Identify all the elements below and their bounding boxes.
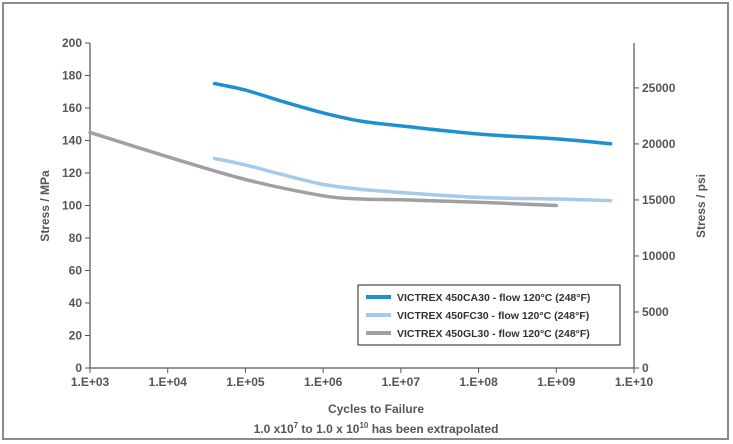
x-axis-title: Cycles to Failure	[328, 402, 424, 416]
legend-box	[357, 284, 621, 346]
y-right-tick-label: 10000	[642, 249, 676, 263]
y-left-tick-label: 140	[62, 134, 82, 148]
y-right-tick-label: 0	[642, 361, 649, 375]
series-line-450ca30	[212, 81, 613, 146]
x-tick-label: 1.E+06	[304, 375, 343, 389]
series-layer	[88, 81, 613, 208]
legend-label: VICTREX 450FC30 - flow 120°C (248°F)	[397, 310, 589, 322]
y-right-tick-label: 20000	[642, 137, 676, 151]
x-tick-label: 1.E+03	[71, 375, 110, 389]
y-left-tick-label: 160	[62, 101, 82, 115]
y-left-tick-label: 40	[69, 296, 83, 310]
y-left-tick-label: 0	[75, 361, 82, 375]
y-axis-left-title: Stress / MPa	[38, 170, 52, 242]
x-tick-label: 1.E+09	[537, 375, 576, 389]
y-axis-right-title: Stress / psi	[694, 174, 708, 238]
y-left-tick-label: 180	[62, 69, 82, 83]
legend-items: VICTREX 450CA30 - flow 120°C (248°F) VICT…	[366, 292, 590, 340]
y-left-tick-label: 60	[69, 264, 83, 278]
extrapolation-note: 1.0 x107 to 1.0 x 1010 has been extrapol…	[254, 421, 499, 436]
y-left-tick-label: 120	[62, 166, 82, 180]
y-left-tick-label: 200	[62, 36, 82, 50]
series-line-450gl30	[88, 130, 559, 208]
y-right-tick-label: 25000	[642, 81, 676, 95]
x-tick-label: 1.E+07	[382, 375, 421, 389]
tick-labels: 0 20 40 60 80 100 120 140 160 180 200 0 5000 10000 150…	[62, 36, 676, 389]
x-tick-label: 1.E+08	[459, 375, 498, 389]
legend-item-450fc30: VICTREX 450FC30 - flow 120°C (248°F)	[366, 310, 589, 322]
y-right-tick-label: 15000	[642, 193, 676, 207]
legend: VICTREX 450CA30 - flow 120°C (248°F) VICT…	[357, 284, 621, 346]
series-line-450fc30	[212, 156, 613, 203]
x-tick-label: 1.E+10	[615, 375, 654, 389]
y-left-tick-label: 100	[62, 199, 82, 213]
y-left-tick-label: 20	[69, 329, 83, 343]
x-tick-label: 1.E+04	[149, 375, 188, 389]
legend-label: VICTREX 450CA30 - flow 120°C (248°F)	[397, 292, 590, 304]
y-right-tick-label: 5000	[642, 305, 669, 319]
legend-item-450gl30: VICTREX 450GL30 - flow 120°C (248°F)	[366, 328, 590, 340]
legend-label: VICTREX 450GL30 - flow 120°C (248°F)	[397, 328, 590, 340]
y-left-tick-label: 80	[69, 231, 83, 245]
x-tick-label: 1.E+05	[226, 375, 265, 389]
legend-item-450ca30: VICTREX 450CA30 - flow 120°C (248°F)	[366, 292, 590, 304]
